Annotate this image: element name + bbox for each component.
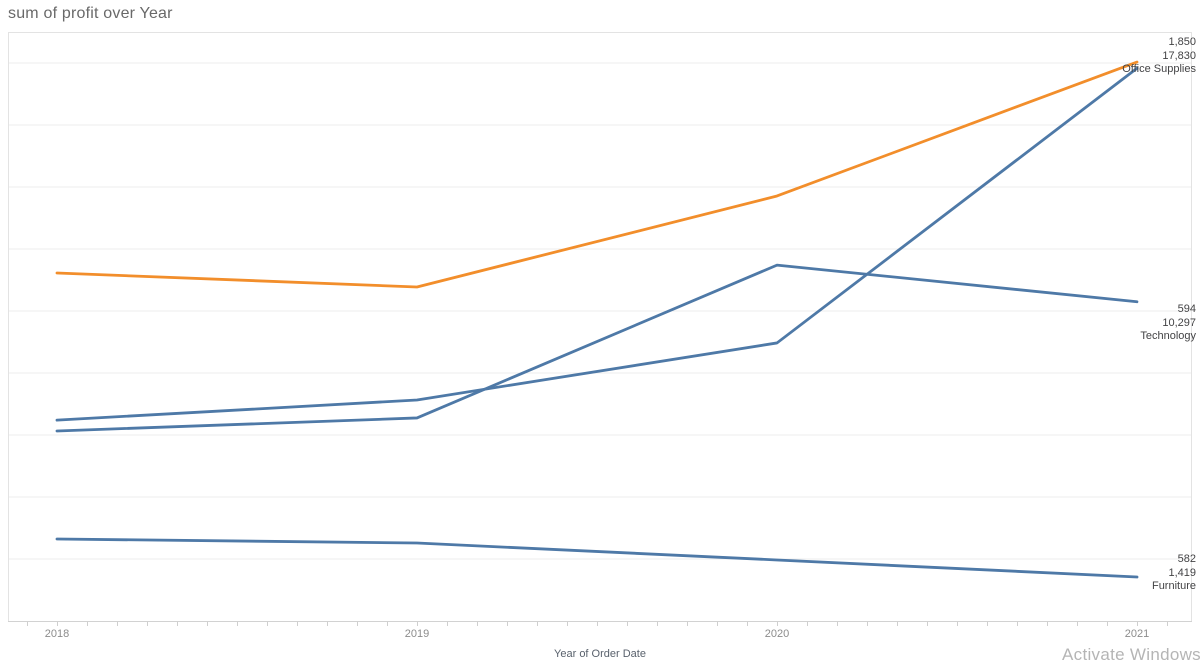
chart-title: sum of profit over Year	[8, 5, 173, 22]
furniture-category-label: Furniture	[1151, 580, 1196, 592]
line-end-label-furniture: 582 1,419 Furniture	[1152, 553, 1196, 594]
series-line-furniture[interactable]	[55, 537, 1139, 579]
activate-windows-watermark: Activate Windows	[1062, 645, 1200, 664]
office-supplies-category-label: Office Supplies	[1122, 63, 1196, 75]
technology-value-2: 10,297	[1162, 316, 1196, 329]
line-end-label-office-supplies: 1,850 17,830 Office Supplies	[1122, 36, 1196, 77]
furniture-value-1: 582	[1177, 553, 1196, 565]
technology-value-1: 594	[1177, 303, 1196, 315]
office-supplies-value-1: 1,850	[1168, 36, 1196, 48]
series-line-office-supplies[interactable]	[55, 66, 1139, 422]
furniture-value-2: 1,419	[1168, 566, 1196, 579]
series-line-orange-trend-line[interactable]	[55, 60, 1139, 289]
x-axis-tick-2018: 2018	[44, 628, 70, 640]
x-axis-tick-2019: 2019	[404, 628, 430, 640]
x-axis-title: Year of Order Date	[554, 648, 646, 660]
x-axis-tick-2021: 2021	[1124, 628, 1150, 640]
office-supplies-value-2: 17,830	[1162, 49, 1196, 62]
line-end-label-technology: 594 10,297 Technology	[1140, 303, 1196, 344]
x-axis-tick-2020: 2020	[764, 628, 790, 640]
technology-category-label: Technology	[1140, 330, 1196, 342]
series-line-technology[interactable]	[55, 263, 1139, 433]
